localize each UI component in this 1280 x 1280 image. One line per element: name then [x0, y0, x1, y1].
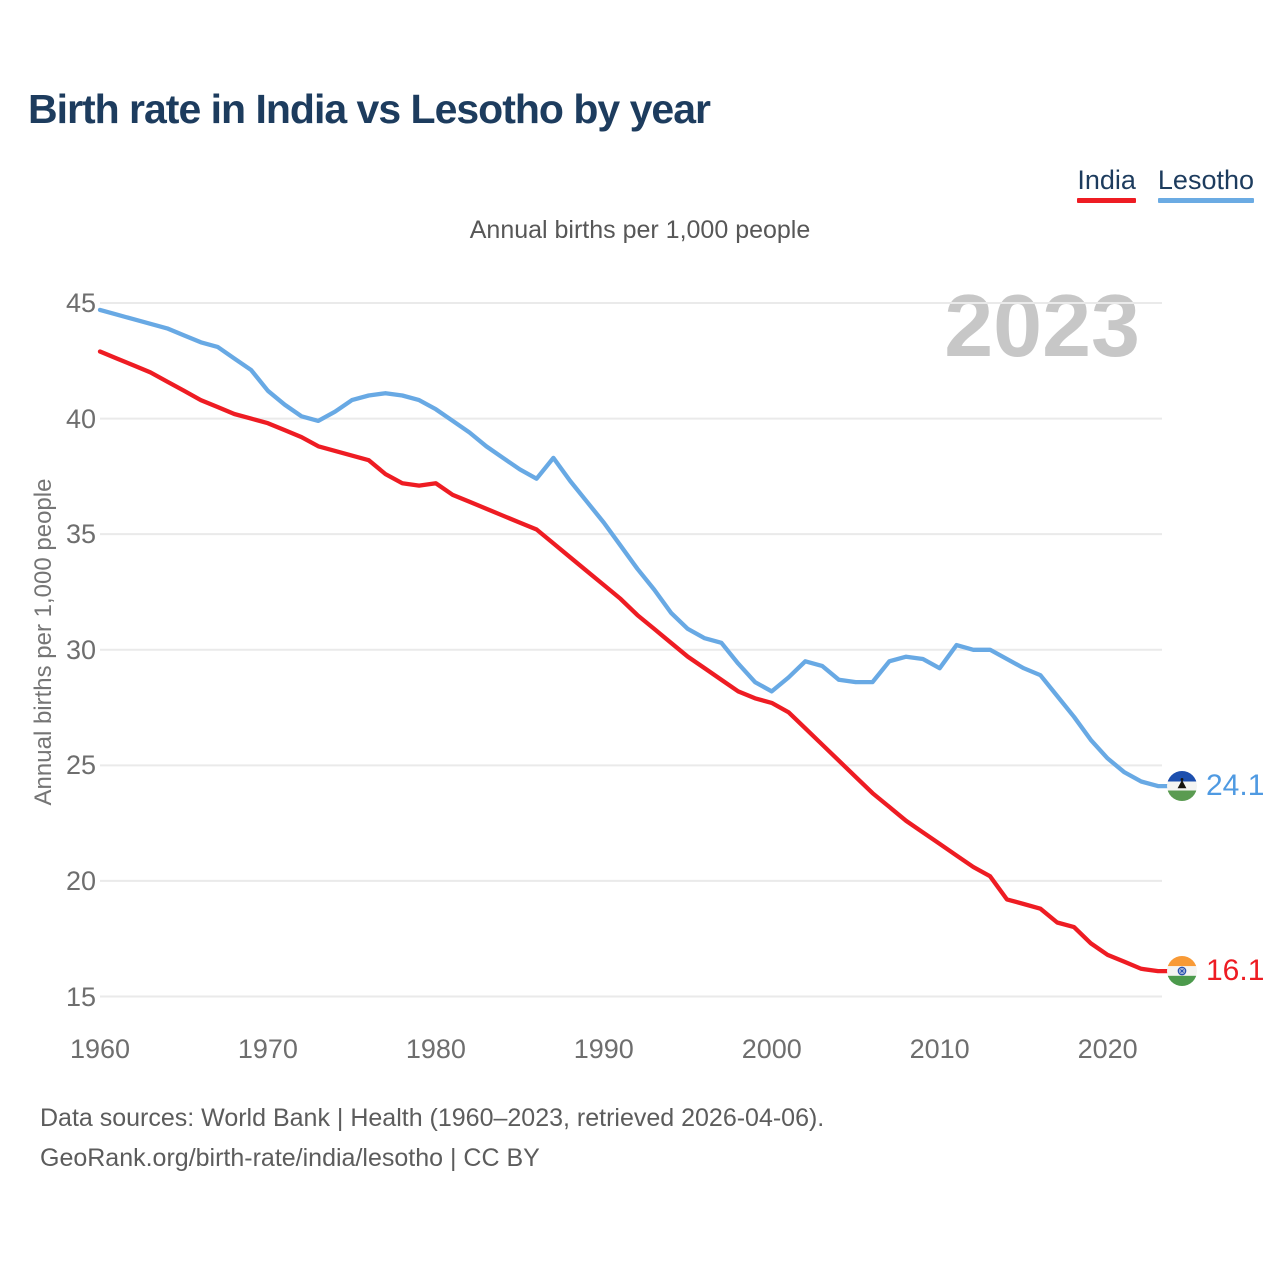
india-flag-icon [1167, 956, 1197, 987]
x-tick-label-1960: 1960 [69, 1034, 131, 1064]
x-tick-label-2010: 2010 [909, 1034, 970, 1064]
x-tick-label-2000: 2000 [741, 1034, 802, 1064]
footer: Data sources: World Bank | Health (1960–… [40, 1098, 824, 1178]
footer-license-line: GeoRank.org/birth-rate/india/lesotho | C… [40, 1144, 540, 1172]
y-tick-label-30: 30 [65, 634, 96, 665]
legend: India Lesotho [1077, 165, 1254, 204]
legend-label: Lesotho [1157, 165, 1254, 195]
lesotho-flag-icon [1167, 771, 1197, 802]
end-label-lesotho: 24.1 [1167, 770, 1264, 802]
y-tick-label-20: 20 [65, 865, 96, 896]
legend-item-india[interactable]: India [1077, 165, 1136, 204]
x-tick-label-2020: 2020 [1077, 1034, 1138, 1064]
x-tick-label-1970: 1970 [237, 1034, 298, 1064]
y-tick-label-45: 45 [65, 288, 96, 318]
year-watermark: 2023 [944, 276, 1140, 375]
y-tick-label-25: 25 [65, 750, 96, 781]
y-tick-label-15: 15 [65, 981, 96, 1012]
footer-source-line: Data sources: World Bank | Health (1960–… [40, 1104, 825, 1132]
legend-item-lesotho[interactable]: Lesotho [1157, 165, 1254, 204]
end-value-india: 16.1 [1206, 954, 1265, 988]
x-tick-label-1980: 1980 [405, 1034, 466, 1064]
end-value-lesotho: 24.1 [1206, 769, 1265, 803]
legend-color-bar [1077, 198, 1136, 204]
page-title: Birth rate in India vs Lesotho by year [28, 86, 711, 132]
end-label-india: 16.1 [1167, 955, 1264, 987]
legend-label: India [1077, 165, 1136, 195]
lesotho-series-line [97, 307, 1173, 789]
y-tick-label-35: 35 [65, 519, 96, 550]
x-tick-label-1990: 1990 [573, 1034, 634, 1064]
legend-color-bar [1157, 198, 1254, 204]
chart-subtitle: Annual births per 1,000 people [469, 216, 811, 244]
india-series-line [97, 349, 1173, 974]
y-tick-label-40: 40 [65, 403, 96, 434]
